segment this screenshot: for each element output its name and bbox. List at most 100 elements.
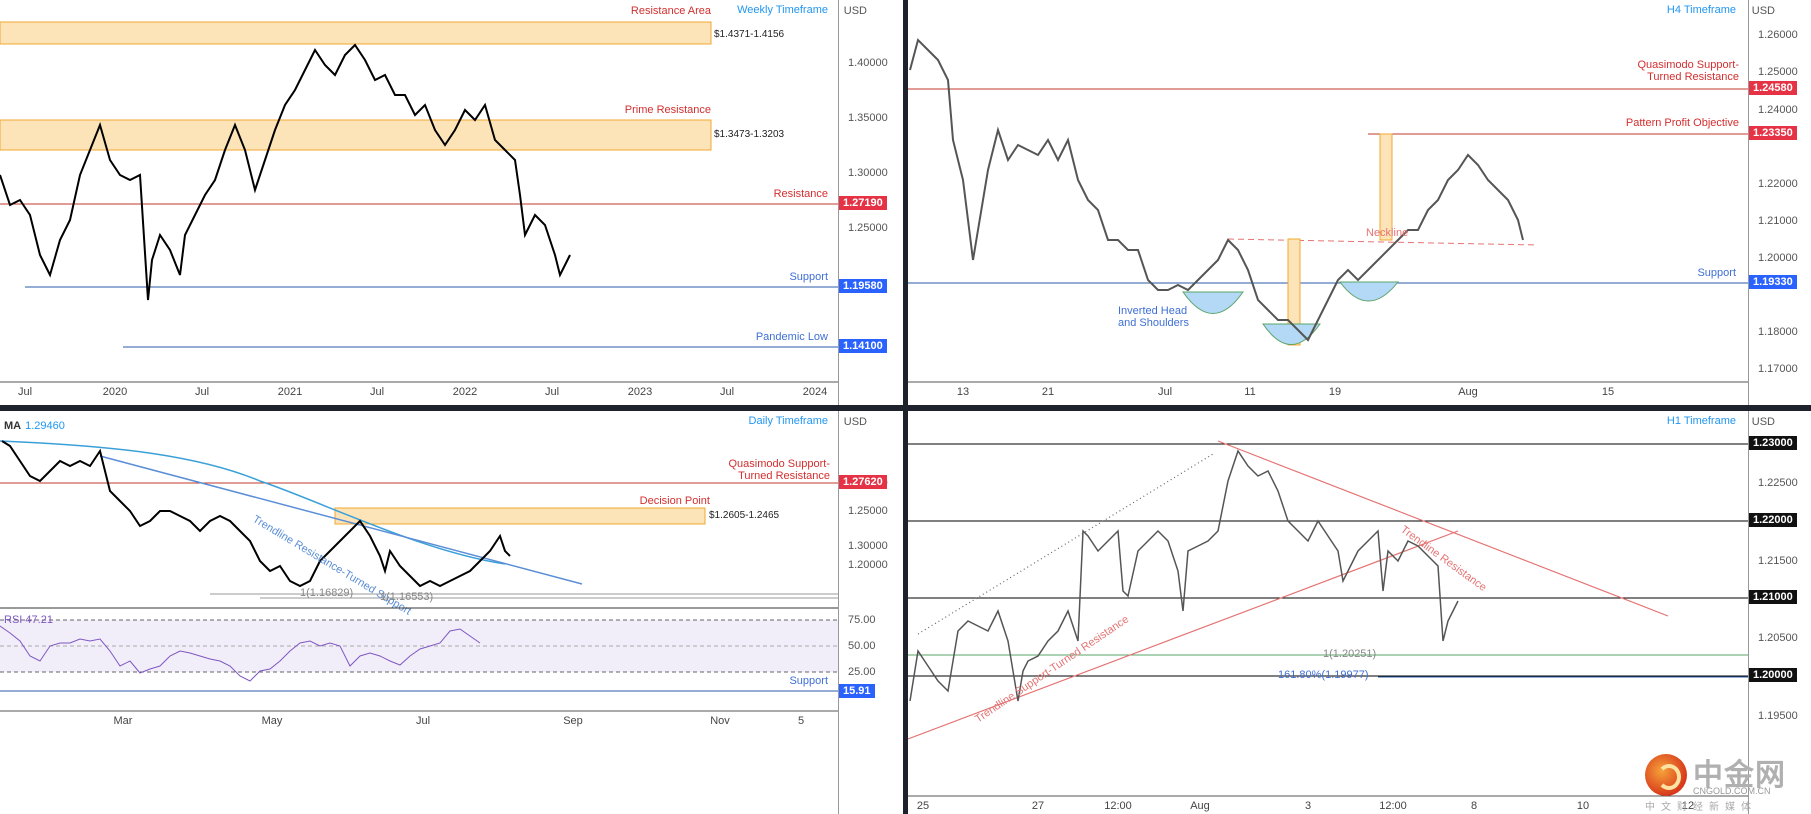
level-label-support: Support <box>789 271 828 283</box>
price-tick: 1.25000 <box>1758 66 1798 78</box>
weekly-chart-canvas[interactable] <box>0 0 903 405</box>
price-badge-pattern-profit: 1.23350 <box>1749 126 1797 140</box>
time-tick: Jul <box>194 386 210 398</box>
time-tick: 5 <box>797 715 805 727</box>
time-tick: 10 <box>1576 800 1590 812</box>
time-tick: May <box>261 715 283 727</box>
price-badge-quasimodo: 1.27620 <box>839 475 887 489</box>
rsi-tick: 75.00 <box>848 614 876 626</box>
time-tick: 13 <box>956 386 970 398</box>
level-label-quasimodo-line1: Quasimodo Support- <box>1637 59 1740 71</box>
h1-chart-canvas[interactable]: Trendline Support-Turned Resistance Tren… <box>908 411 1811 814</box>
fib-label: 1(1.20251) <box>1323 648 1377 660</box>
watermark-tagline: 中文财经新媒体 <box>1645 802 1757 813</box>
zone-label-decision-point: Decision Point <box>639 495 710 507</box>
price-badge-quasimodo: 1.24580 <box>1749 81 1797 95</box>
weekly-chart-panel[interactable]: Weekly Timeframe USD Resistance Area $1.… <box>0 0 903 405</box>
time-tick: Sep <box>563 715 583 727</box>
price-tick: 1.26000 <box>1758 29 1798 41</box>
time-tick: 2020 <box>102 386 128 398</box>
time-tick: Jul <box>369 386 385 398</box>
time-tick: 12 <box>1681 800 1695 812</box>
price-tick: 1.19500 <box>1758 710 1798 722</box>
zone-range-prime-resistance: $1.3473-1.3203 <box>714 129 785 140</box>
currency-label: USD <box>843 5 867 17</box>
price-tick: 1.30000 <box>848 540 888 552</box>
daily-chart-panel[interactable]: Trendline Resistance-Turned Support MA 1.… <box>0 411 903 814</box>
time-tick: 2021 <box>277 386 303 398</box>
price-tick: 1.17000 <box>1758 363 1798 375</box>
currency-label: USD <box>843 416 867 428</box>
level-label-quasimodo-line2: Turned Resistance <box>1647 71 1739 83</box>
level-label-quasimodo-line2: Turned Resistance <box>738 470 830 482</box>
price-tick: 1.20500 <box>1758 632 1798 644</box>
rsi-value: 47.21 <box>25 614 53 626</box>
time-tick: 15 <box>1601 386 1615 398</box>
time-tick: Jul <box>17 386 33 398</box>
time-tick: 25 <box>916 800 930 812</box>
price-tick: 1.40000 <box>848 57 888 69</box>
time-tick: Nov <box>710 715 730 727</box>
fib-label: 1(1.16829) <box>300 587 354 599</box>
price-tick: 1.35000 <box>848 112 888 124</box>
time-tick: Jul <box>544 386 560 398</box>
price-tick: 1.22000 <box>1758 178 1798 190</box>
price-tick: 1.21000 <box>1758 215 1798 227</box>
pattern-label-line1: Inverted Head <box>1118 305 1188 317</box>
price-tick: 1.25000 <box>848 222 888 234</box>
price-badge: 1.23000 <box>1749 436 1797 450</box>
ma-value: 1.29460 <box>25 420 65 432</box>
level-label-quasimodo-line1: Quasimodo Support- <box>728 458 831 470</box>
rsi-legend: RSI 47.21 <box>4 614 53 626</box>
time-tick: 8 <box>1470 800 1478 812</box>
price-badge-support: 1.19330 <box>1749 275 1797 289</box>
price-axis-border <box>1748 411 1749 814</box>
price-tick: 1.20000 <box>1758 252 1798 264</box>
pattern-label-line2: and Shoulders <box>1118 317 1189 329</box>
price-tick: 1.20000 <box>848 559 888 571</box>
watermark: 中金网 CNGOLD.COM.CN 中文财经新媒体 <box>1645 748 1795 813</box>
time-tick: 27 <box>1031 800 1045 812</box>
time-tick: 3 <box>1304 800 1312 812</box>
rsi-tick: 50.00 <box>848 640 876 652</box>
price-badge-support: 1.19580 <box>839 279 887 293</box>
price-axis-border <box>838 0 839 405</box>
fib-extension-label: 161.80%(1.19977) <box>1278 669 1369 681</box>
price-tick: 1.22500 <box>1758 477 1798 489</box>
time-tick: Jul <box>719 386 735 398</box>
level-label-pattern-profit: Pattern Profit Objective <box>1625 117 1739 129</box>
time-tick: 12:00 <box>1379 800 1407 812</box>
currency-label: USD <box>1751 416 1775 428</box>
watermark-brand: 中金网 <box>1693 758 1786 793</box>
h4-chart-panel[interactable]: H4 Timeframe USD Quasimodo Support- Turn… <box>908 0 1811 405</box>
price-badge-pandemic-low: 1.14100 <box>839 339 887 353</box>
rsi-support-badge: 15.91 <box>839 684 875 698</box>
level-label-pandemic-low: Pandemic Low <box>755 331 828 343</box>
timeframe-label: Weekly Timeframe <box>737 4 828 16</box>
zone-range-resistance-area: $1.4371-1.4156 <box>714 29 785 40</box>
time-tick: 21 <box>1041 386 1055 398</box>
h4-chart-canvas[interactable] <box>908 0 1811 405</box>
trendline-resistance-label: Trendline Resistance <box>1398 524 1488 594</box>
trendline-support-label: Trendline Support-Turned Resistance <box>973 613 1131 725</box>
rsi-tick: 25.00 <box>848 666 876 678</box>
price-axis-border <box>1748 0 1749 405</box>
price-tick: 1.18000 <box>1758 326 1798 338</box>
ma-label: MA <box>4 420 22 432</box>
neckline-label: Neckline <box>1366 227 1409 239</box>
price-badge: 1.21000 <box>1749 590 1797 604</box>
time-tick: Jul <box>1157 386 1173 398</box>
time-tick: 11 <box>1244 386 1256 398</box>
price-axis-border <box>838 411 839 814</box>
time-tick: 19 <box>1328 386 1342 398</box>
h1-chart-panel[interactable]: Trendline Support-Turned Resistance Tren… <box>908 411 1811 814</box>
timeframe-label: Daily Timeframe <box>748 415 828 427</box>
price-tick: 1.30000 <box>848 167 888 179</box>
fib-label: 1(1.16553) <box>380 591 434 603</box>
timeframe-label: H4 Timeframe <box>1666 4 1736 16</box>
time-tick: 2024 <box>802 386 828 398</box>
ma-legend: MA 1.29460 <box>4 420 65 432</box>
cngold-logo-icon <box>1645 754 1687 796</box>
daily-chart-canvas[interactable]: Trendline Resistance-Turned Support <box>0 411 903 814</box>
